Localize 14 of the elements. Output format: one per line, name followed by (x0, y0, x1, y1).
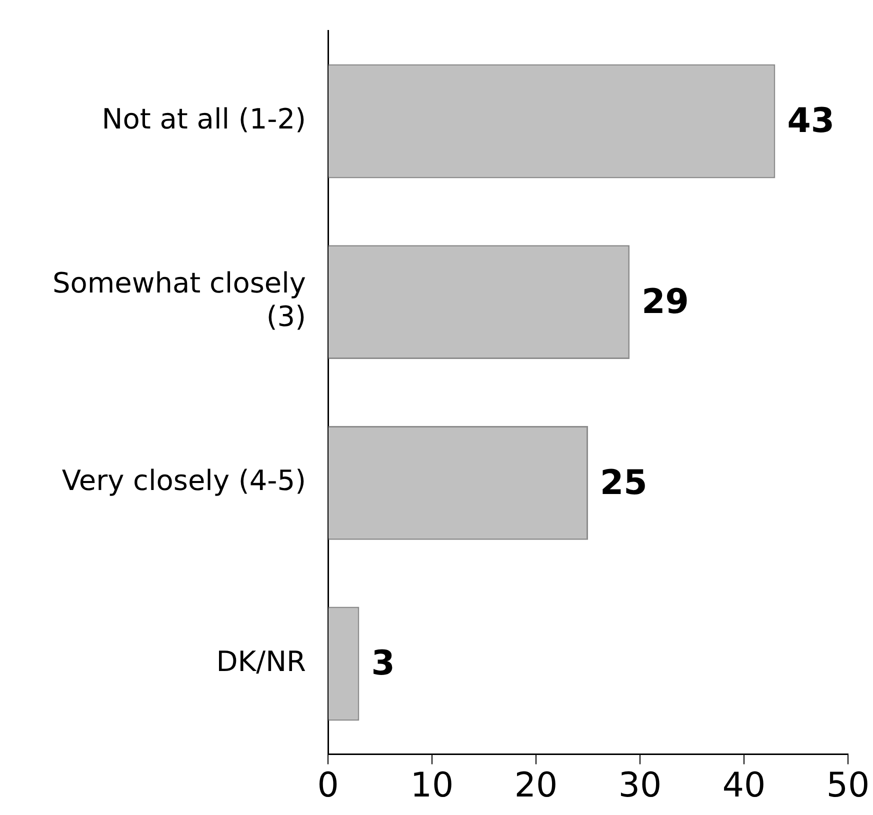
x-tick-label: 0 (317, 765, 339, 806)
x-tick-label: 50 (826, 765, 870, 806)
y-tick-label: Very closely (4-5) (62, 464, 306, 498)
x-tick-label: 10 (410, 765, 454, 806)
y-tick-label: Not at all (1-2) (102, 102, 306, 136)
x-tick-label: 40 (722, 765, 766, 806)
y-tick-label: Somewhat closely (3) (52, 266, 306, 334)
data-label: 29 (642, 282, 689, 322)
data-label: 25 (600, 462, 648, 503)
data-label: 43 (787, 101, 835, 142)
x-tick-label: 20 (514, 765, 558, 806)
y-tick-label: DK/NR (216, 645, 306, 678)
x-tick-label: 30 (618, 765, 662, 806)
data-label: 3 (371, 644, 395, 684)
